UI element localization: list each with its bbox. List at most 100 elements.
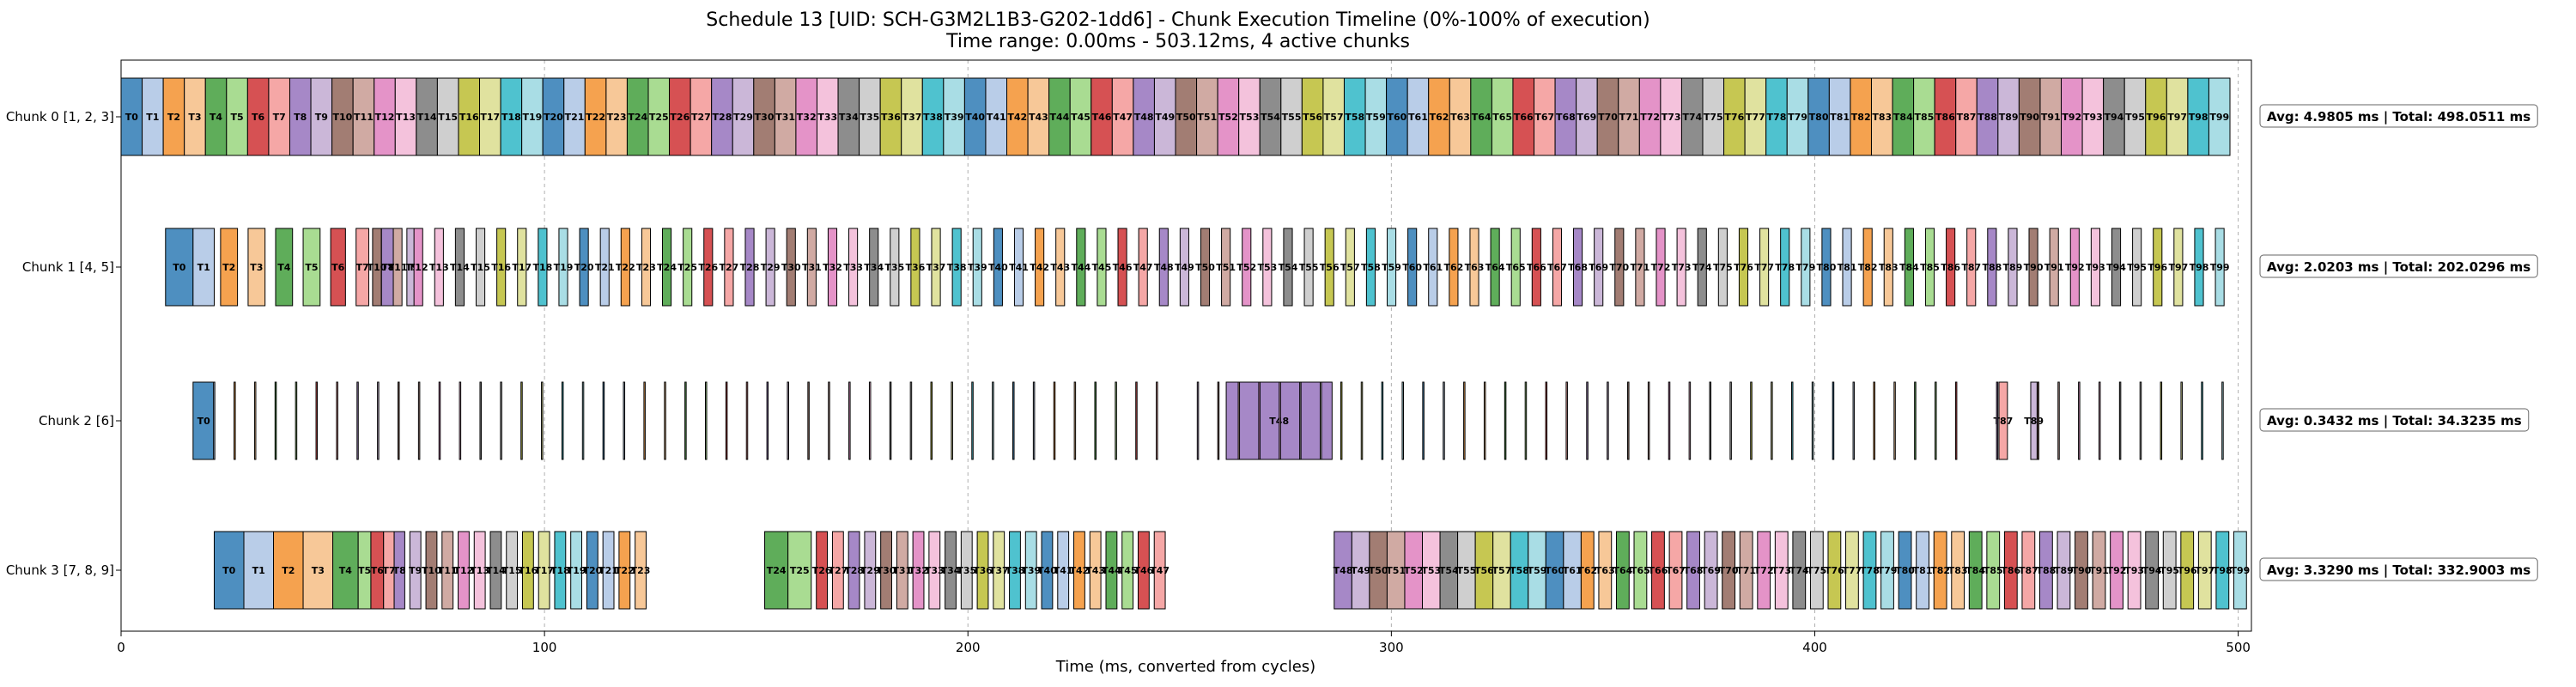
task-label: T88: [2036, 565, 2056, 576]
task-label: T98: [2190, 262, 2209, 273]
task-label: T10: [368, 262, 387, 273]
task-bar: [669, 77, 691, 156]
task-bar: [1428, 77, 1450, 156]
task-bar: [1598, 531, 1613, 610]
task-label: T7: [273, 112, 286, 123]
task-bar: [1360, 381, 1364, 460]
task-bar: [1790, 381, 1794, 460]
task-bar: [912, 531, 925, 610]
task-label: T41: [1054, 565, 1073, 576]
task-label: T62: [1443, 262, 1463, 273]
task-label: T5: [358, 565, 371, 576]
task-label: T56: [1474, 565, 1494, 576]
task-label: T76: [1825, 565, 1844, 576]
task-label: T43: [1029, 112, 1048, 123]
task-label: T13: [470, 565, 489, 576]
task-label: T74: [1789, 565, 1809, 576]
task-label: T5: [230, 112, 243, 123]
task-bar: [542, 77, 565, 156]
task-label: T9: [409, 565, 422, 576]
task-label: T62: [1577, 565, 1597, 576]
task-bar: [1723, 77, 1746, 156]
task-label: T17: [534, 565, 554, 576]
task-label: T33: [925, 565, 945, 576]
task-label: T15: [471, 262, 490, 273]
task-bar: [1914, 381, 1917, 460]
task-label: T95: [2160, 565, 2179, 576]
task-label: T22: [586, 112, 605, 123]
task-bar: [1258, 381, 1261, 460]
task-bar: [1771, 381, 1773, 460]
task-bar: [2197, 531, 2212, 610]
task-bar: [972, 228, 982, 307]
task-label: T74: [1682, 112, 1702, 123]
task-label: T28: [740, 262, 760, 273]
task-label: T94: [2106, 262, 2126, 273]
task-bar: [786, 228, 796, 307]
task-label: T55: [1299, 262, 1319, 273]
task-bar: [635, 531, 647, 610]
task-label: T47: [1133, 262, 1153, 273]
task-bar: [2145, 531, 2160, 610]
task-label: T20: [574, 262, 594, 273]
task-bar: [960, 531, 973, 610]
task-bar: [1303, 228, 1314, 307]
task-bar: [2162, 531, 2177, 610]
task-label: T61: [1408, 112, 1428, 123]
task-label: T25: [649, 112, 669, 123]
task-bar: [315, 381, 319, 460]
task-bar: [1845, 531, 1859, 610]
task-label: T82: [1930, 565, 1950, 576]
task-bar: [1580, 531, 1595, 610]
task-label: T69: [1577, 112, 1597, 123]
task-label: T69: [1589, 262, 1608, 273]
task-bar: [764, 531, 789, 610]
task-bar: [2069, 228, 2080, 307]
task-label: T8: [294, 112, 307, 123]
task-bar: [1469, 228, 1479, 307]
task-bar: [2078, 381, 2081, 460]
task-bar: [951, 381, 953, 460]
task-label: T36: [906, 262, 926, 273]
task-label: T17: [480, 112, 500, 123]
task-label: T75: [1713, 262, 1733, 273]
task-bar: [848, 531, 860, 610]
task-bar: [909, 381, 913, 460]
task-bar: [921, 77, 945, 156]
task-bar: [1076, 228, 1086, 307]
task-bar: [1135, 381, 1138, 460]
task-bar: [1510, 228, 1521, 307]
annotation-text: Avg: 3.3290 ms | Total: 332.9003 ms: [2267, 562, 2530, 579]
task-bar: [1483, 381, 1486, 460]
task-bar: [1200, 228, 1211, 307]
task-label: T88: [1982, 262, 2002, 273]
task-bar: [1137, 531, 1150, 610]
task-bar: [330, 228, 346, 307]
task-bar: [1381, 381, 1384, 460]
task-bar: [951, 228, 962, 307]
task-label: T99: [2210, 262, 2230, 273]
task-bar: [1105, 531, 1118, 610]
task-label: T65: [1506, 262, 1526, 273]
task-bar: [1531, 228, 1541, 307]
task-label: T34: [941, 565, 961, 576]
task-bar: [332, 531, 359, 610]
task-label: T44: [1071, 262, 1091, 273]
task-label: T24: [628, 112, 647, 123]
task-bar: [2173, 228, 2184, 307]
task-bar: [192, 381, 215, 460]
task-bar: [1041, 531, 1054, 610]
task-bar: [517, 228, 527, 307]
task-bar: [744, 228, 755, 307]
task-bar: [971, 381, 974, 460]
task-bar: [2215, 531, 2230, 610]
task-bar: [1954, 381, 1958, 460]
task-bar: [901, 77, 923, 156]
task-bar: [1614, 228, 1625, 307]
task-label: T30: [877, 565, 896, 576]
task-label: T48: [1134, 112, 1154, 123]
task-bar: [1504, 381, 1507, 460]
task-label: T4: [210, 112, 223, 123]
task-bar: [1986, 531, 2001, 610]
task-bar: [2127, 531, 2142, 610]
